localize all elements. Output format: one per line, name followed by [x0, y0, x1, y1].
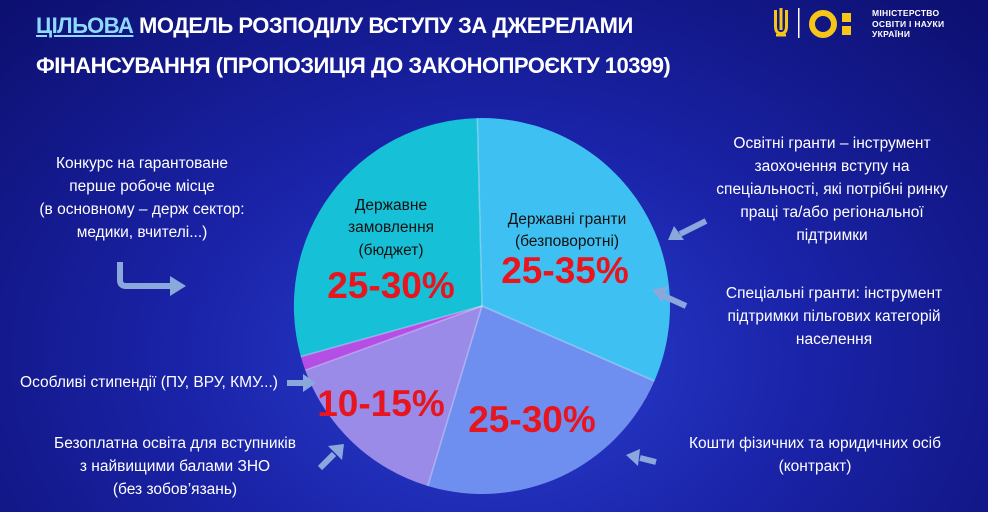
state-grants-label-2: (безповоротні) — [515, 233, 619, 250]
mon-logo-icon — [809, 10, 851, 38]
note-special-stipends: Особливі стипендії (ПУ, ВРУ, КМУ...) — [20, 374, 278, 391]
title-line-2: ФІНАНСУВАННЯ (ПРОПОЗИЦІЯ ДО ЗАКОНОПРОЄКТ… — [36, 53, 671, 78]
state-order-label-2: замовлення — [348, 219, 434, 236]
state-grants-label-1: Державні гранти — [508, 211, 626, 228]
arrow-grants-icon — [678, 218, 708, 237]
arrows — [117, 218, 708, 471]
free-percent: 10-15% — [317, 383, 445, 424]
arrow-guaranteed-head-icon — [170, 276, 186, 296]
state-grants-percent: 25-35% — [501, 250, 629, 291]
arrow-free-head-icon — [328, 444, 344, 460]
title-accent: ЦІЛЬОВА — [36, 13, 134, 38]
state-order-label-1: Державне — [355, 197, 427, 214]
segment-borders — [300, 118, 655, 487]
segment-state-order — [293, 118, 482, 357]
state-order-percent: 25-30% — [327, 265, 455, 306]
logo-divider — [798, 8, 800, 38]
note-free-education: Безоплатна освіта для вступників з найви… — [54, 435, 296, 498]
note-special-grants: Спеціальні гранти: інструмент підтримки … — [725, 285, 943, 348]
note-guaranteed-job: Конкурс на гарантоване перше робоче місц… — [39, 155, 245, 241]
title-line-1: ЦІЛЬОВА МОДЕЛЬ РОЗПОДІЛУ ВСТУПУ ЗА ДЖЕРЕ… — [36, 6, 756, 46]
page-title: ЦІЛЬОВА МОДЕЛЬ РОЗПОДІЛУ ВСТУПУ ЗА ДЖЕРЕ… — [36, 6, 756, 86]
contract-percent: 25-30% — [468, 399, 596, 440]
note-contract: Кошти фізичних та юридичних осіб (контра… — [689, 435, 941, 475]
arrow-special-icon — [662, 293, 688, 309]
note-education-grants: Освітні гранти – інструмент заохочення в… — [716, 135, 948, 244]
segment-contract — [427, 306, 655, 494]
arrow-special-head-icon — [652, 286, 668, 302]
logo — [774, 8, 851, 38]
ministry-name: МІНІСТЕРСТВО ОСВІТИ І НАУКИ УКРАЇНИ — [872, 8, 945, 39]
arrow-stipends-head-icon — [303, 374, 316, 392]
arrow-free-icon — [317, 451, 337, 471]
title-rest: МОДЕЛЬ РОЗПОДІЛУ ВСТУПУ ЗА ДЖЕРЕЛАМИ — [133, 13, 633, 38]
arrow-contract-head-icon — [626, 449, 640, 466]
state-order-label-3: (бюджет) — [358, 242, 423, 259]
arrow-grants-head-icon — [668, 226, 684, 240]
segment-free — [305, 306, 482, 486]
segment-stipends — [300, 306, 482, 371]
arrow-guaranteed-icon — [117, 262, 172, 289]
segment-state-grants — [477, 118, 670, 381]
arrow-contract-icon — [639, 455, 657, 465]
trident-icon — [774, 8, 788, 37]
